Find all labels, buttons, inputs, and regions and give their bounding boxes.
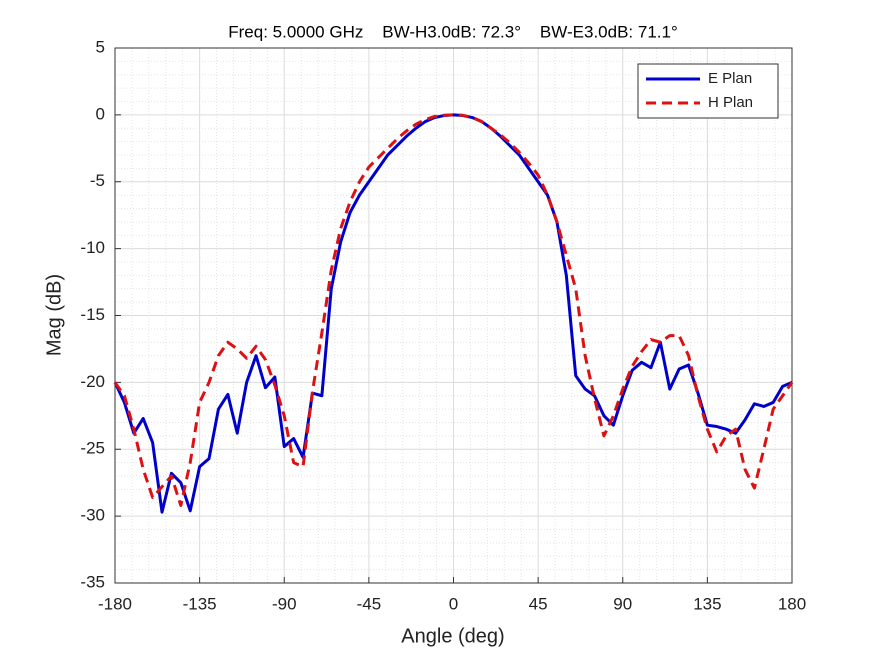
y-tick-label: 0: [96, 104, 105, 123]
x-tick-label: 180: [778, 594, 806, 613]
legend-box: [637, 63, 779, 119]
y-tick-label: -5: [90, 171, 105, 190]
y-tick-label: -20: [80, 372, 105, 391]
y-tick-label: 5: [96, 37, 105, 56]
x-tick-label: -90: [272, 594, 297, 613]
y-axis-label: Mag (dB): [43, 274, 65, 356]
x-tick-label: -135: [183, 594, 217, 613]
x-tick-label: 90: [613, 594, 632, 613]
axes-box: [114, 47, 793, 584]
y-tick-label: -10: [80, 238, 105, 257]
y-tick-label: -35: [80, 572, 105, 591]
legend-label: H Plan: [708, 94, 753, 111]
y-tick-label: -30: [80, 506, 105, 525]
line-series: [113, 113, 793, 514]
x-tick-label: -180: [98, 594, 132, 613]
x-tick-label: 135: [693, 594, 721, 613]
y-tick-label: -15: [80, 305, 105, 324]
line-series: [113, 113, 794, 507]
x-tick-label: 45: [529, 594, 548, 613]
x-tick-label: 0: [449, 594, 458, 613]
x-axis-label: Angle (deg): [401, 625, 504, 647]
chart-title: Freq: 5.0000 GHz BW-H3.0dB: 72.3° BW-E3.…: [228, 22, 678, 41]
y-tick-label: -25: [80, 439, 105, 458]
x-tick-label: -45: [357, 594, 382, 613]
legend-label: E Plan: [708, 70, 752, 87]
